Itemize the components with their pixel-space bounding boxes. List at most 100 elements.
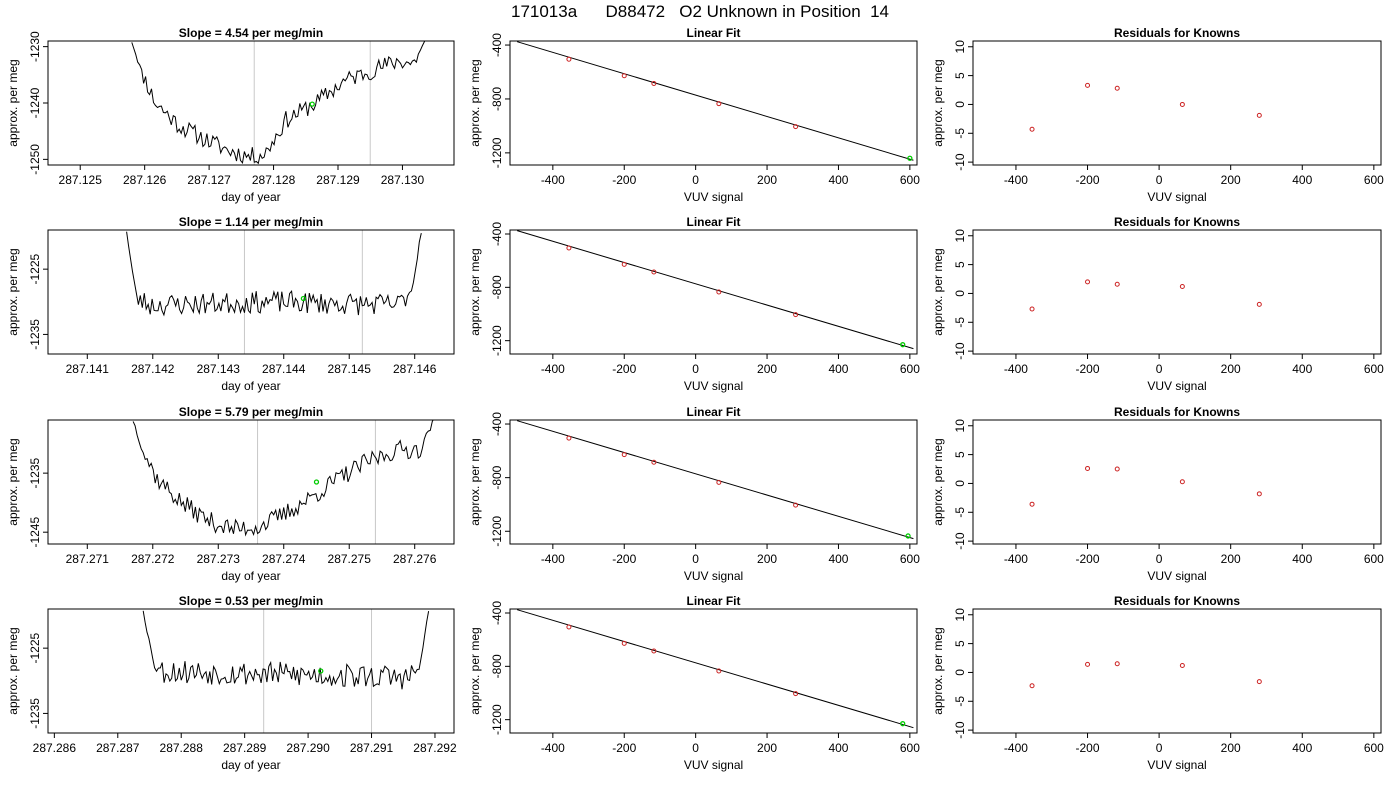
chart-2-fit-line [516, 41, 914, 161]
chart-6-ytick-label: -5 [953, 317, 967, 328]
chart-8-ytick-label: -400 [490, 412, 504, 436]
chart-12-ytick-label: 0 [953, 669, 967, 676]
chart-8-xtick-label: -400 [541, 552, 565, 566]
figure-title: 171013a D88472 O2 Unknown in Position 14 [511, 2, 889, 21]
chart-3-xtick-label: -400 [1004, 173, 1028, 187]
chart-12-plot-area [1029, 661, 1262, 689]
chart-8-xlabel: VUV signal [684, 569, 743, 583]
chart-11-known-point [566, 624, 572, 630]
chart-1-xtick-label: 287.129 [316, 173, 360, 187]
chart-10-xtick-label: 287.287 [96, 741, 140, 755]
chart-3-title: Residuals for Knowns [1114, 26, 1240, 40]
chart-5-known-point [566, 245, 572, 251]
chart-4-xtick-label: 287.144 [262, 362, 306, 376]
chart-10-plot-area [142, 609, 430, 733]
chart-4-ytick-label: -1235 [28, 319, 42, 350]
chart-11-xlabel: VUV signal [684, 758, 743, 772]
chart-5-xtick-label: 400 [828, 362, 848, 376]
chart-4-xtick-label: 287.143 [197, 362, 241, 376]
chart-12-xtick-label: -400 [1004, 741, 1028, 755]
chart-1-xtick-label: 287.125 [59, 173, 103, 187]
chart-4-plot-area [126, 230, 422, 354]
chart-6-ytick-label: 10 [953, 229, 967, 243]
chart-4-trace-line [126, 231, 422, 317]
chart-9-ytick-label: 0 [953, 480, 967, 487]
chart-11-xtick-label: 600 [900, 741, 920, 755]
chart-10-xtick-label: 287.290 [286, 741, 330, 755]
chart-4-title: Slope = 1.14 per meg/min [179, 215, 323, 229]
chart-12-title: Residuals for Knowns [1114, 594, 1240, 608]
chart-7-xtick-label: 287.276 [393, 552, 437, 566]
chart-11-xtick-label: 400 [828, 741, 848, 755]
chart-6: Residuals for Knowns -400 -200 0 200 400 600 -1… [931, 215, 1384, 393]
chart-10-xtick-label: 287.286 [33, 741, 77, 755]
chart-7: Slope = 5.79 per meg/min 287.271 287.272 28… [6, 405, 455, 583]
chart-9-residual-point [1029, 501, 1035, 507]
chart-3: Residuals for Knowns -400 -200 0 200 400 600 -1… [931, 26, 1384, 204]
chart-2-title: Linear Fit [686, 26, 740, 40]
chart-6-residual-point [1029, 306, 1035, 312]
chart-8-known-point [651, 459, 657, 465]
chart-2-xtick-label: -200 [612, 173, 636, 187]
chart-6-title: Residuals for Knowns [1114, 215, 1240, 229]
chart-2-ylabel: approx. per meg [468, 59, 482, 146]
chart-10-xtick-label: 287.292 [413, 741, 457, 755]
chart-8-known-point [621, 452, 627, 458]
chart-8-xtick-label: 400 [828, 552, 848, 566]
chart-8-fit-line [516, 420, 914, 540]
chart-6-frame [972, 229, 1382, 355]
chart-12-ytick-label: 10 [953, 608, 967, 622]
chart-2-xtick-label: 600 [900, 173, 920, 187]
chart-6-residual-point [1114, 281, 1120, 287]
chart-7-xtick-label: 287.273 [197, 552, 241, 566]
chart-10-xtick-label: 287.291 [350, 741, 394, 755]
chart-6-residual-point [1179, 284, 1185, 290]
chart-9-residual-point [1179, 479, 1185, 485]
chart-5-xtick-label: 600 [900, 362, 920, 376]
chart-3-residual-point [1029, 126, 1035, 132]
chart-11-title: Linear Fit [686, 594, 740, 608]
chart-9-ytick-label: -10 [953, 532, 967, 550]
chart-8-known-point [793, 502, 799, 508]
chart-12-residual-point [1256, 679, 1262, 685]
chart-5-title: Linear Fit [686, 215, 740, 229]
chart-2-known-point [793, 124, 799, 130]
chart-6-xtick-label: 600 [1364, 362, 1384, 376]
chart-5-xlabel: VUV signal [684, 379, 743, 393]
chart-1-ylabel: approx. per meg [6, 59, 20, 146]
chart-9-xtick-label: 200 [1221, 552, 1241, 566]
chart-1-xtick-label: 287.128 [252, 173, 296, 187]
chart-1-xlabel: day of year [221, 190, 280, 204]
chart-9-ytick-label: 5 [953, 451, 967, 458]
chart-11-xtick-label: -400 [541, 741, 565, 755]
chart-3-ylabel: approx. per meg [931, 59, 945, 146]
chart-2-unknown-point [907, 155, 913, 161]
chart-1-plot-area [131, 41, 426, 165]
chart-10-xtick-label: 287.288 [160, 741, 204, 755]
chart-11-xtick-label: 0 [692, 741, 699, 755]
chart-5-known-point [621, 261, 627, 267]
chart-8: Linear Fit -400 -200 0 200 400 600 -1200 -800 -40… [468, 405, 920, 583]
chart-2-known-point [621, 73, 627, 79]
chart-9-xtick-label: 0 [1156, 552, 1163, 566]
chart-5-xtick-label: 200 [757, 362, 777, 376]
chart-6-ytick-label: 0 [953, 290, 967, 297]
chart-11-known-point [793, 691, 799, 697]
chart-4-frame [47, 229, 455, 355]
chart-7-xtick-label: 287.271 [66, 552, 110, 566]
chart-2-xtick-label: 400 [828, 173, 848, 187]
chart-12-xtick-label: 600 [1364, 741, 1384, 755]
chart-7-xtick-label: 287.272 [131, 552, 175, 566]
chart-7-xtick-label: 287.274 [262, 552, 306, 566]
chart-8-ytick-label: -800 [490, 465, 504, 489]
chart-3-plot-area [1029, 82, 1262, 132]
chart-9-xtick-label: -200 [1076, 552, 1100, 566]
chart-1-ytick-label: -1250 [28, 144, 42, 175]
chart-3-residual-point [1114, 85, 1120, 91]
chart-6-ylabel: approx. per meg [931, 248, 945, 335]
chart-5-fit-line [516, 230, 914, 350]
chart-9-residual-point [1114, 466, 1120, 472]
chart-10-ytick-label: -1225 [28, 632, 42, 663]
chart-6-residual-point [1085, 279, 1091, 285]
